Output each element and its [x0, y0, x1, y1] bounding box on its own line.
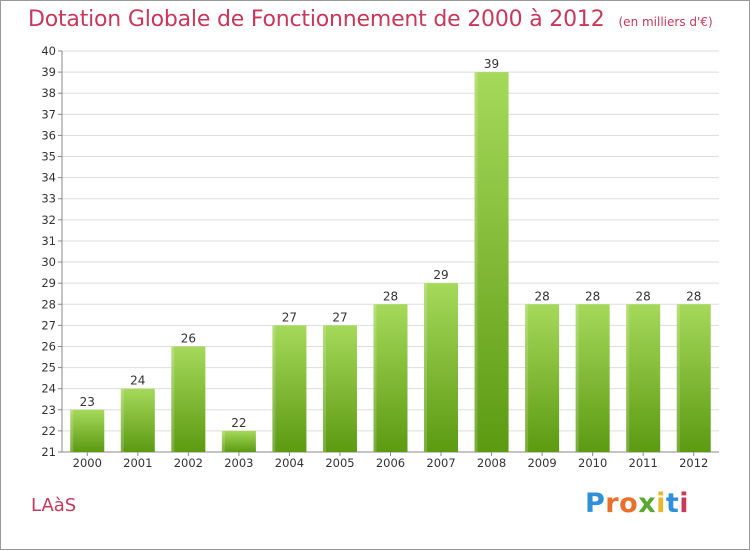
bar-2001 [120, 388, 155, 452]
y-tick-label: 32 [41, 213, 56, 227]
y-tick-label: 39 [41, 65, 56, 79]
logo-letter: t [665, 488, 680, 519]
bar-highlight [474, 72, 478, 453]
y-tick-label: 33 [41, 192, 56, 206]
bar-2008 [474, 72, 509, 453]
bar-highlight [626, 304, 630, 452]
bar-2012 [676, 304, 711, 452]
bar-highlight [171, 346, 175, 452]
logo-letter: r [605, 488, 620, 519]
bar-highlight [322, 325, 326, 452]
y-tick-label: 29 [41, 276, 56, 290]
y-tick-label: 27 [41, 318, 56, 332]
data-label: 28 [534, 289, 549, 303]
x-tick-label: 2012 [679, 456, 708, 470]
x-tick-label: 2009 [527, 456, 556, 470]
y-tick-label: 36 [41, 128, 56, 142]
x-tick-label: 2006 [376, 456, 405, 470]
x-tick-label: 2000 [73, 456, 102, 470]
bar-highlight [676, 304, 680, 452]
commune-name: LAàS [31, 495, 77, 516]
labels: 21 22 23 24 25 26 27 28 29 30 31 32 33 34 35 36 37 38 39 40… [41, 44, 708, 470]
y-tick-label: 35 [41, 150, 56, 164]
data-label: 28 [636, 289, 651, 303]
bar-2010 [575, 304, 610, 452]
data-label: 24 [130, 374, 145, 388]
bar-2007 [424, 283, 459, 452]
data-label: 23 [80, 395, 95, 409]
y-tick-label: 21 [41, 445, 56, 459]
bar-2005 [322, 325, 357, 452]
data-label: 22 [231, 416, 246, 430]
bars [70, 72, 711, 453]
y-tick-label: 30 [41, 255, 56, 269]
proxiti-logo[interactable]: Proxiti [585, 488, 689, 519]
bar-highlight [70, 409, 74, 452]
bar-highlight [575, 304, 579, 452]
logo-letter: i [679, 488, 690, 519]
x-tick-label: 2007 [426, 456, 455, 470]
bar-highlight [525, 304, 529, 452]
data-label: 26 [181, 331, 196, 345]
y-tick-label: 23 [41, 403, 56, 417]
logo-letter: P [585, 488, 606, 519]
x-tick-label: 2001 [123, 456, 152, 470]
x-tick-label: 2003 [224, 456, 253, 470]
bar-highlight [373, 304, 377, 452]
bar-2006 [373, 304, 408, 452]
bar-2003 [221, 430, 256, 452]
x-tick-label: 2008 [477, 456, 506, 470]
bar-highlight [424, 283, 428, 452]
bar-2009 [525, 304, 560, 452]
y-tick-label: 24 [41, 382, 56, 396]
x-tick-label: 2002 [174, 456, 203, 470]
y-tick-label: 22 [41, 424, 56, 438]
bar-highlight [120, 388, 124, 452]
y-tick-label: 34 [41, 171, 56, 185]
chart-title: Dotation Globale de Fonctionnement de 20… [28, 7, 713, 32]
x-tick-label: 2004 [275, 456, 304, 470]
data-label: 27 [282, 310, 297, 324]
bar-2004 [272, 325, 307, 452]
y-tick-label: 31 [41, 234, 56, 248]
data-label: 28 [383, 289, 398, 303]
data-label: 29 [433, 268, 448, 282]
logo-letter: i [656, 488, 666, 519]
bar-2011 [626, 304, 661, 452]
data-label: 28 [585, 289, 600, 303]
y-tick-label: 26 [41, 339, 56, 353]
bar-highlight [272, 325, 276, 452]
chart-title-text: Dotation Globale de Fonctionnement de 20… [28, 7, 605, 32]
data-label: 39 [484, 57, 499, 71]
logo-letter: x [638, 488, 657, 519]
chart-unit-label: (en milliers d'€) [618, 15, 713, 29]
bar-highlight [221, 430, 225, 452]
y-tick-label: 25 [41, 361, 56, 375]
x-tick-label: 2011 [629, 456, 658, 470]
y-tick-label: 37 [41, 107, 56, 121]
logo-letter: o [619, 488, 639, 519]
y-tick-label: 38 [41, 86, 56, 100]
y-tick-label: 28 [41, 297, 56, 311]
x-tick-label: 2010 [578, 456, 607, 470]
y-tick-label: 40 [41, 44, 56, 58]
data-label: 28 [686, 289, 701, 303]
x-tick-label: 2005 [325, 456, 354, 470]
data-label: 27 [332, 310, 347, 324]
bar-2002 [171, 346, 206, 452]
bar-2000 [70, 409, 105, 452]
